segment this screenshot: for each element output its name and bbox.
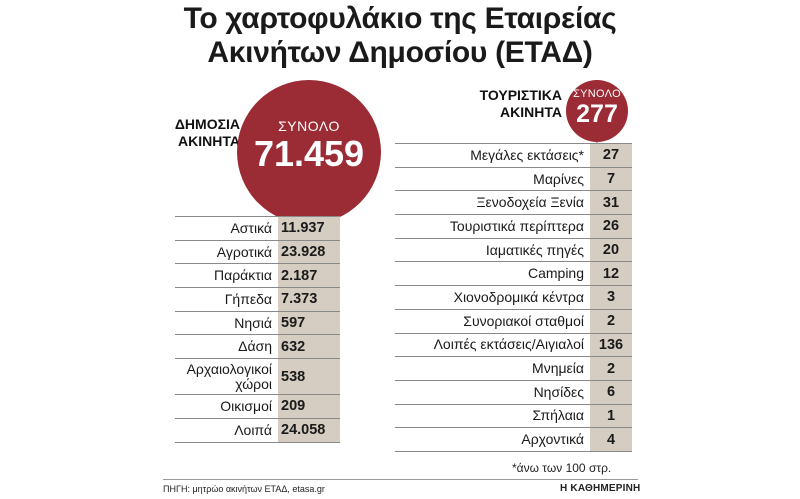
table-row: Αγροτικά 23.928: [175, 240, 340, 265]
category-value: 27: [590, 144, 632, 167]
table-row: Νησίδες 6: [395, 380, 632, 405]
category-label: Παράκτια: [214, 267, 272, 284]
chart-title-line-2: Ακινήτων Δημοσίου (ΕΤΑΔ): [207, 36, 593, 69]
table-row: Τουριστικά περίπτερα 26: [395, 215, 632, 239]
tourist-properties-table: Μεγάλες εκτάσεις* 27 Μαρίνες 7 Ξενοδοχεία Ξε…: [395, 143, 632, 452]
category-label: Camping: [527, 265, 584, 282]
category-value: 11.937: [278, 217, 340, 240]
table-row: Οικισμοί 209: [175, 395, 340, 419]
category-value: 136: [590, 333, 632, 357]
footnote: *άνω των 100 στρ.: [512, 461, 612, 475]
category-label: Σπήλαια: [532, 407, 584, 424]
chart-title-line-1: Το χαρτοφυλάκιο της Εταιρείας: [183, 2, 617, 35]
category-label: Συνοριακοί σταθμοί: [463, 312, 584, 329]
category-label: Αρχοντικά: [521, 431, 584, 448]
source-note: ΠΗΓΗ: μητρώο ακινήτων ΕΤΑΔ, etasa.gr: [163, 484, 325, 494]
category-value: 597: [278, 311, 340, 335]
category-label: Τουριστικά περίπτερα: [449, 217, 584, 234]
category-value: 26: [590, 215, 632, 238]
category-label: Λοιπές εκτάσεις/Αιγιαλοί: [433, 336, 584, 353]
category-value: 20: [590, 238, 632, 262]
table-row: Λοιπά 24.058: [175, 418, 340, 443]
table-row: Ιαματικές πηγές 20: [395, 238, 632, 263]
category-value: 4: [590, 428, 632, 451]
category-value: 1: [590, 404, 632, 428]
table-row: Μεγάλες εκτάσεις* 27: [395, 144, 632, 168]
public-properties-table: Αστικά 11.937 Αγροτικά 23.928 Παράκτια 2.187 Γ…: [175, 216, 340, 443]
table-row: Λοιπές εκτάσεις/Αιγιαλοί 136: [395, 333, 632, 358]
category-label: Δάση: [238, 338, 272, 355]
category-value: 24.058: [278, 418, 340, 442]
category-value: 7.373: [278, 288, 340, 311]
category-value: 6: [590, 380, 632, 404]
category-label: Αγροτικά: [216, 243, 272, 260]
table-row: Συνοριακοί σταθμοί 2: [395, 309, 632, 334]
category-label: Μνημεία: [532, 360, 584, 377]
table-row: Ξενοδοχεία Ξενία 31: [395, 191, 632, 216]
category-value: 538: [278, 359, 340, 395]
footer-divider: [163, 479, 638, 480]
category-label: Αστικά: [230, 219, 272, 236]
category-label: Αρχαιολογικοί χώροι: [186, 360, 272, 392]
table-row: Αστικά 11.937: [175, 217, 340, 241]
public-total-circle: ΣΥΝΟΛΟ 71.459: [237, 80, 381, 224]
category-label: Ξενοδοχεία Ξενία: [476, 194, 584, 211]
public-total-label: ΣΥΝΟΛΟ: [278, 118, 340, 134]
category-value: 23.928: [278, 240, 340, 264]
category-value: 632: [278, 335, 340, 359]
table-row: Αρχοντικά 4: [395, 428, 632, 452]
category-label: Οικισμοί: [220, 397, 272, 414]
publisher-brand: Η ΚΑΘΗΜΕΡΙΝΗ: [560, 483, 641, 494]
tourist-properties-label: ΤΟΥΡΙΣΤΙΚΑ ΑΚΙΝΗΤΑ: [479, 87, 562, 120]
tourist-total-value: 277: [576, 100, 618, 128]
table-row: Δάση 632: [175, 335, 340, 360]
category-label: Νησίδες: [533, 383, 584, 400]
public-properties-label: ΔΗΜΟΣΙΑ ΑΚΙΝΗΤΑ: [174, 116, 240, 149]
category-value: 31: [590, 191, 632, 215]
category-label: Μαρίνες: [533, 170, 584, 187]
table-row: Παράκτια 2.187: [175, 264, 340, 289]
category-value: 3: [590, 286, 632, 309]
category-label: Ιαματικές πηγές: [485, 241, 584, 258]
table-row: Νησιά 597: [175, 311, 340, 336]
category-label: Χιονοδρομικά κέντρα: [453, 288, 584, 305]
tourist-total-circle: ΣΥΝΟΛΟ 277: [566, 80, 628, 142]
category-value: 209: [278, 395, 340, 418]
table-row: Αρχαιολογικοί χώροι 538: [175, 359, 340, 396]
tourist-total-pointer: [591, 136, 603, 143]
category-value: 2: [590, 309, 632, 333]
category-label: Μεγάλες εκτάσεις*: [470, 146, 584, 163]
category-label: Νησιά: [234, 314, 272, 331]
table-row: Χιονοδρομικά κέντρα 3: [395, 286, 632, 310]
category-value: 2: [590, 357, 632, 380]
public-total-value: 71.459: [253, 133, 365, 174]
category-label: Λοιπά: [234, 421, 272, 438]
category-value: 7: [590, 167, 632, 191]
table-row: Σπήλαια 1: [395, 404, 632, 429]
category-value: 2.187: [278, 264, 340, 288]
table-row: Μνημεία 2: [395, 357, 632, 381]
table-row: Γήπεδα 7.373: [175, 288, 340, 312]
public-total-pointer: [303, 212, 315, 219]
table-row: Camping 12: [395, 262, 632, 287]
tourist-total-label: ΣΥΝΟΛΟ: [573, 88, 621, 100]
category-value: 12: [590, 262, 632, 286]
table-row: Μαρίνες 7: [395, 167, 632, 192]
category-label: Γήπεδα: [224, 290, 272, 307]
